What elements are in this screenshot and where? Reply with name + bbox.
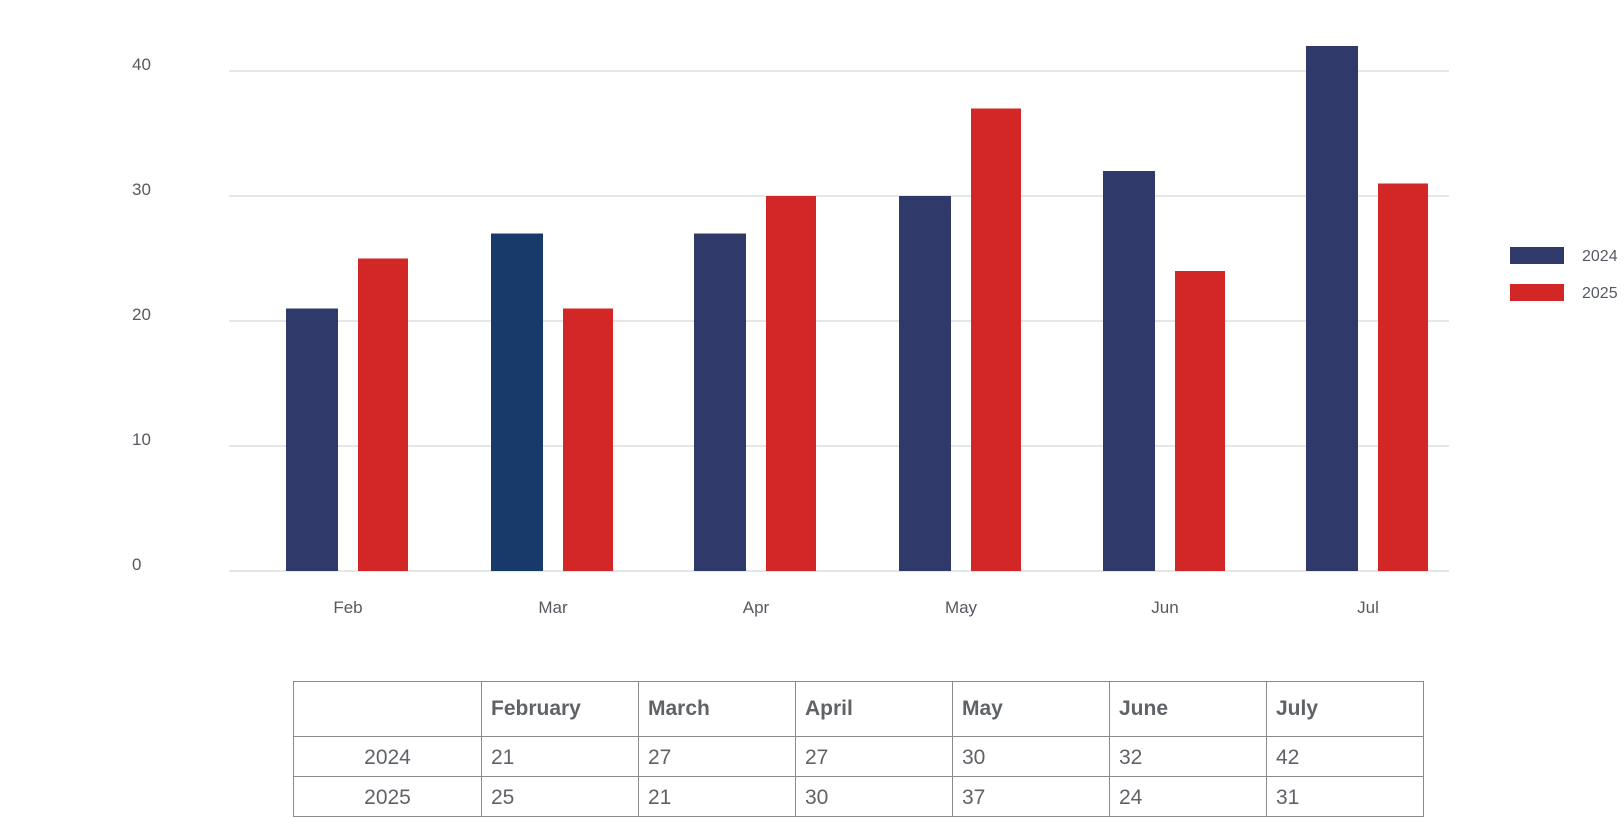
table-cell: 42: [1266, 736, 1424, 777]
legend-swatch-2025: [1510, 284, 1564, 301]
table-cell: 32: [1109, 736, 1267, 777]
table-cell: 27: [638, 736, 796, 777]
bar-2025-feb: [358, 258, 408, 571]
table-row-label: 2024: [293, 736, 482, 777]
grid-lines: [229, 70, 1449, 572]
table-cell: 37: [952, 776, 1110, 817]
bar-2024-feb: [286, 308, 338, 571]
x-tick-label: Jun: [1151, 598, 1178, 617]
bar-2024-jul: [1306, 46, 1358, 571]
bar-2025-jul: [1378, 183, 1428, 571]
y-axis-ticks: 0 10 20 30 40: [132, 55, 151, 574]
table-cell: 21: [638, 776, 796, 817]
x-tick-label: Apr: [743, 598, 770, 617]
x-tick-label: Jul: [1357, 598, 1379, 617]
bar-2024-may: [899, 196, 951, 571]
legend-swatch-2024: [1510, 247, 1564, 264]
legend-label-2024: 2024: [1582, 248, 1618, 265]
data-table: February March April May June July 2024 …: [293, 681, 1424, 817]
table-row: 2024 21 27 27 30 32 42: [293, 736, 1424, 777]
y-tick-label: 40: [132, 55, 151, 74]
y-tick-label: 10: [132, 430, 151, 449]
table-cell: 30: [952, 736, 1110, 777]
table-header-cell: February: [481, 681, 639, 737]
legend: 2024 2025: [1510, 247, 1618, 302]
table-header-cell: July: [1266, 681, 1424, 737]
y-tick-label: 0: [132, 555, 141, 574]
table-row: 2025 25 21 30 37 24 31: [293, 776, 1424, 817]
table-header-cell: March: [638, 681, 796, 737]
legend-label-2025: 2025: [1582, 285, 1618, 302]
table-header-cell: May: [952, 681, 1110, 737]
bar-2024-apr: [694, 233, 746, 571]
table-header-row: February March April May June July: [293, 681, 1424, 737]
table-header-cell: April: [795, 681, 953, 737]
x-tick-label: May: [945, 598, 978, 617]
bar-2025-may: [971, 108, 1021, 571]
bar-2025-apr: [766, 196, 816, 571]
y-tick-label: 20: [132, 305, 151, 324]
table-cell: 31: [1266, 776, 1424, 817]
x-tick-label: Mar: [538, 598, 568, 617]
bar-2025-jun: [1175, 271, 1225, 571]
table-cell: 30: [795, 776, 953, 817]
table-cell: 21: [481, 736, 639, 777]
table-cell: 27: [795, 736, 953, 777]
y-tick-label: 30: [132, 180, 151, 199]
bars: [286, 46, 1428, 571]
bar-2024-jun: [1103, 171, 1155, 571]
table-cell: 24: [1109, 776, 1267, 817]
table-row-label: 2025: [293, 776, 482, 817]
table-cell: 25: [481, 776, 639, 817]
bar-2024-mar: [491, 233, 543, 571]
table-header-cell: June: [1109, 681, 1267, 737]
bar-chart: 0 10 20 30 40 Feb Mar Apr May Jun Jul 2024 2025: [132, 46, 1618, 617]
table-header-cell: [293, 681, 482, 737]
bar-2025-mar: [563, 308, 613, 571]
x-axis-ticks: Feb Mar Apr May Jun Jul: [333, 598, 1379, 617]
x-tick-label: Feb: [333, 598, 362, 617]
